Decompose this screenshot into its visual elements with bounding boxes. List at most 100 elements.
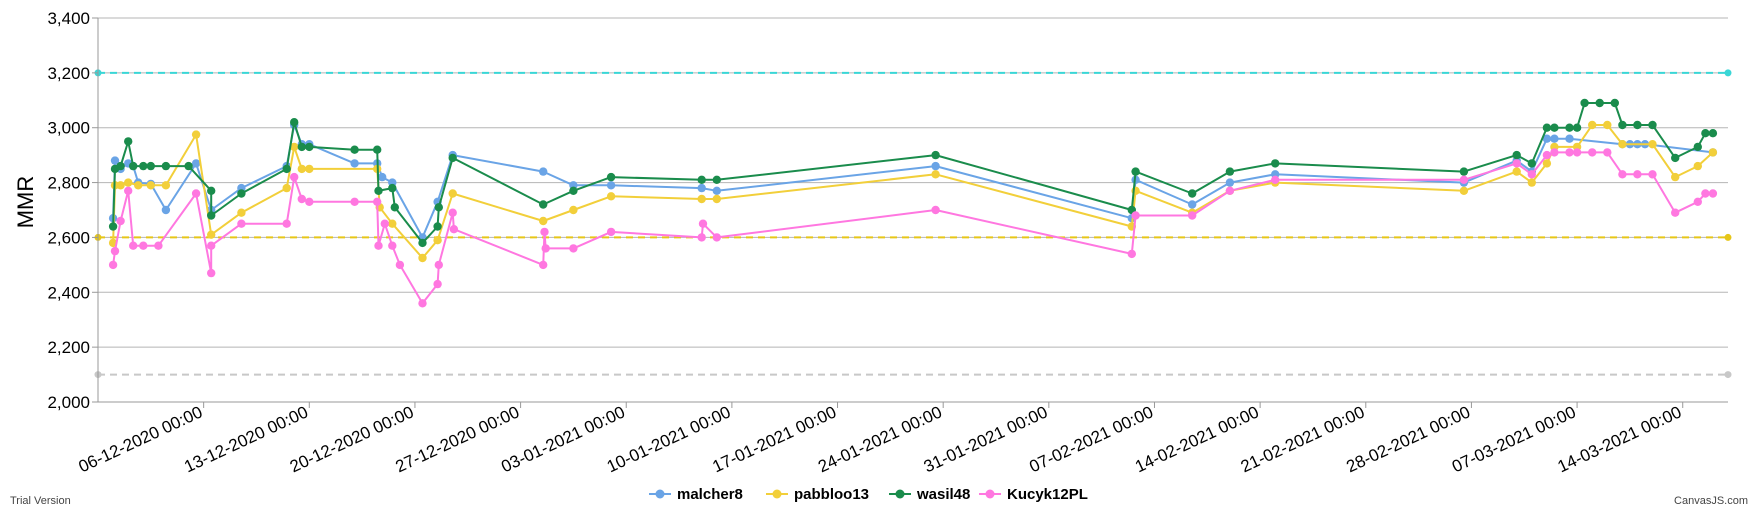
- legend-item-Kucyk12PL[interactable]: Kucyk12PL: [979, 486, 1088, 503]
- data-point: [697, 183, 706, 193]
- data-point: [449, 225, 459, 234]
- legend-marker: [655, 489, 665, 499]
- data-point: [698, 219, 708, 228]
- series-malcher8: [108, 120, 1718, 242]
- data-point: [116, 161, 125, 171]
- data-point: [154, 241, 163, 250]
- data-point: [1693, 161, 1703, 171]
- data-point: [290, 142, 299, 152]
- data-point: [931, 205, 940, 215]
- data-point: [191, 189, 201, 198]
- data-point: [1580, 98, 1589, 108]
- data-point: [237, 208, 246, 217]
- data-point: [418, 299, 427, 308]
- data-point: [290, 172, 299, 182]
- legend-item-malcher8[interactable]: malcher8: [649, 486, 743, 503]
- data-point: [1693, 142, 1703, 152]
- data-point: [134, 181, 143, 190]
- data-point: [378, 172, 387, 182]
- legend-item-wasil48[interactable]: wasil48: [889, 486, 970, 503]
- data-point: [448, 189, 457, 198]
- data-point: [297, 142, 306, 152]
- data-point: [373, 197, 382, 206]
- data-point: [606, 192, 616, 201]
- y-tick-label: 2,400: [47, 283, 90, 302]
- data-point: [1603, 120, 1612, 130]
- data-point: [433, 222, 442, 231]
- data-point: [388, 183, 397, 193]
- data-point: [1550, 148, 1559, 157]
- data-point: [161, 161, 171, 171]
- data-point: [110, 156, 120, 165]
- data-point: [1565, 148, 1574, 157]
- data-point: [1565, 123, 1574, 132]
- data-point: [539, 200, 548, 209]
- data-point: [116, 216, 125, 226]
- data-point: [1588, 120, 1597, 130]
- data-point: [1701, 129, 1710, 138]
- legend-marker: [985, 489, 995, 499]
- data-point: [606, 181, 616, 190]
- data-point: [418, 253, 427, 263]
- data-point: [390, 203, 399, 212]
- data-point: [1271, 159, 1280, 168]
- data-point: [569, 205, 578, 215]
- data-point: [1618, 170, 1627, 179]
- data-point: [541, 244, 550, 253]
- series-line: [112, 124, 1714, 239]
- legend-item-pabbloo13[interactable]: pabbloo13: [766, 486, 869, 503]
- canvasjs-credit[interactable]: CanvasJS.com: [1674, 495, 1748, 507]
- data-point: [350, 197, 359, 206]
- y-tick-label: 3,000: [47, 119, 90, 138]
- data-point: [1188, 211, 1197, 220]
- data-point: [1610, 98, 1620, 108]
- data-point: [1588, 148, 1597, 157]
- data-point: [108, 260, 118, 270]
- y-tick-label: 3,400: [47, 9, 90, 28]
- data-point: [1648, 170, 1657, 179]
- data-point: [1708, 189, 1718, 198]
- data-point: [1188, 200, 1197, 209]
- data-point: [1565, 134, 1574, 143]
- legend-marker: [895, 489, 905, 499]
- data-point: [540, 227, 549, 237]
- data-point: [539, 216, 548, 226]
- data-point: [1512, 159, 1521, 168]
- reference-lines: [94, 69, 1732, 379]
- data-point: [374, 241, 383, 250]
- data-point: [539, 167, 548, 176]
- data-point: [539, 260, 548, 270]
- data-point: [380, 219, 389, 228]
- data-point: [184, 161, 193, 171]
- data-point: [374, 186, 383, 195]
- data-point: [388, 241, 397, 250]
- legend-label: pabbloo13: [794, 486, 869, 503]
- data-point: [697, 175, 706, 184]
- data-point: [139, 241, 148, 250]
- data-point: [569, 244, 578, 253]
- data-point: [110, 246, 120, 256]
- gridlines: [98, 17, 1728, 403]
- data-point: [282, 183, 291, 193]
- reference-marker: [1724, 233, 1732, 241]
- data-point: [1131, 211, 1140, 220]
- y-tick-label: 2,800: [47, 174, 90, 193]
- series-line: [112, 151, 1713, 305]
- data-point: [1633, 120, 1642, 130]
- data-point: [116, 181, 125, 190]
- data-point: [146, 181, 155, 190]
- data-point: [1648, 140, 1657, 149]
- data-point: [1708, 129, 1718, 138]
- data-point: [1550, 134, 1559, 143]
- data-point: [207, 268, 216, 278]
- data-point: [1459, 175, 1469, 184]
- data-point: [108, 222, 118, 231]
- data-point: [1572, 123, 1582, 132]
- legend[interactable]: malcher8 pabbloo13 wasil48 Kucyk12PL: [649, 486, 1088, 503]
- data-point: [305, 164, 314, 174]
- data-point: [1527, 178, 1537, 187]
- data-point: [395, 260, 405, 270]
- data-point: [712, 194, 721, 204]
- data-point: [297, 194, 306, 204]
